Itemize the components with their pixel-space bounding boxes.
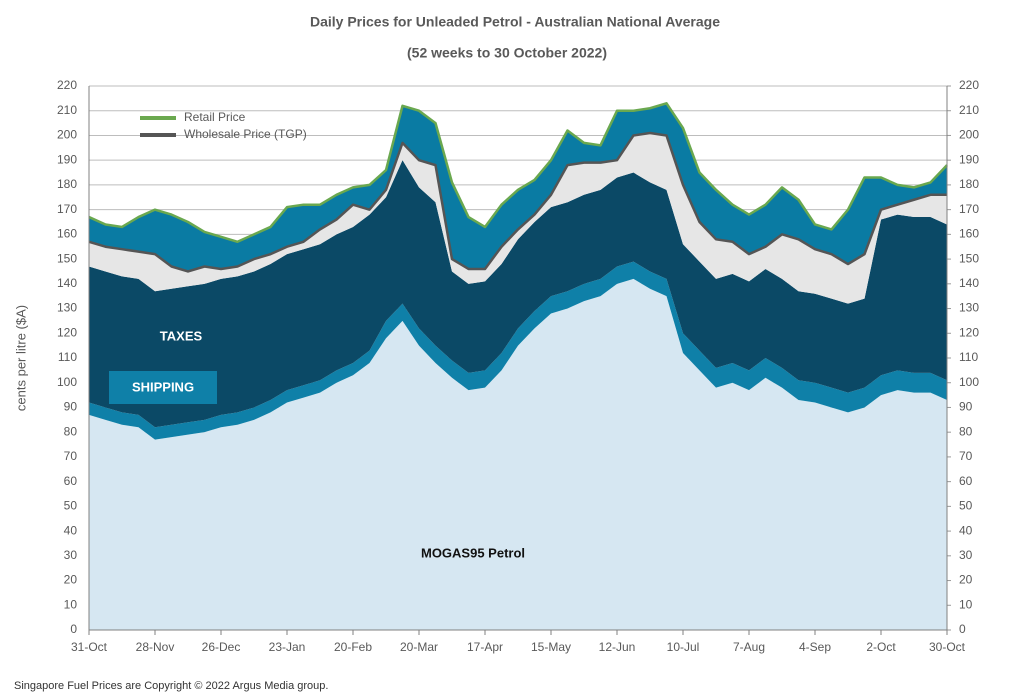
- y2-tick-label: 200: [959, 128, 979, 142]
- x-tick-label: 20-Feb: [334, 640, 372, 654]
- y-tick-label: 90: [64, 400, 78, 414]
- y-tick-label: 130: [57, 301, 77, 315]
- y-tick-label: 160: [57, 227, 77, 241]
- y2-tick-label: 80: [959, 424, 973, 438]
- y2-tick-label: 30: [959, 548, 973, 562]
- y-tick-label: 30: [64, 548, 78, 562]
- y-tick-label: 70: [64, 449, 78, 463]
- y-tick-label: 190: [57, 152, 77, 166]
- y2-tick-label: 50: [959, 499, 973, 513]
- x-tick-label: 20-Mar: [400, 640, 438, 654]
- y-tick-label: 110: [58, 350, 77, 364]
- y-tick-label: 80: [64, 424, 78, 438]
- y-tick-label: 100: [57, 375, 77, 389]
- y2-tick-label: 40: [959, 523, 973, 537]
- x-tick-label: 15-May: [531, 640, 571, 654]
- y-axis-label: cents per litre ($A): [13, 305, 28, 411]
- y-tick-label: 60: [64, 474, 78, 488]
- y-tick-label: 20: [64, 573, 78, 587]
- y2-tick-label: 20: [959, 573, 973, 587]
- label-box: [109, 371, 217, 404]
- y-tick-label: 170: [57, 202, 77, 216]
- y2-tick-label: 180: [959, 177, 979, 191]
- x-tick-label: 12-Jun: [599, 640, 636, 654]
- y-tick-label: 10: [64, 597, 78, 611]
- y2-tick-label: 10: [959, 597, 973, 611]
- chart-title: Daily Prices for Unleaded Petrol - Austr…: [310, 14, 720, 30]
- y-tick-label: 150: [57, 251, 77, 265]
- y-tick-label: 0: [70, 622, 77, 636]
- y2-tick-label: 160: [959, 227, 979, 241]
- y2-tick-label: 90: [959, 400, 973, 414]
- y-tick-label: 180: [57, 177, 77, 191]
- y2-tick-label: 70: [959, 449, 973, 463]
- y2-tick-label: 210: [959, 103, 979, 117]
- x-tick-label: 4-Sep: [799, 640, 831, 654]
- x-tick-label: 28-Nov: [136, 640, 175, 654]
- y-tick-label: 50: [64, 499, 78, 513]
- y2-tick-label: 150: [959, 251, 979, 265]
- y-tick-label: 140: [57, 276, 77, 290]
- area: [89, 261, 947, 440]
- footer: Singapore Fuel Prices are Copyright © 20…: [14, 680, 328, 692]
- price-line: [88, 131, 947, 273]
- area-label: SHIPPING: [132, 379, 194, 394]
- area-label: MOGAS95 Petrol: [421, 545, 525, 560]
- y-tick-label: 40: [64, 523, 78, 537]
- x-tick-label: 10-Jul: [667, 640, 700, 654]
- x-tick-label: 23-Jan: [269, 640, 306, 654]
- chart-subtitle: (52 weeks to 30 October 2022): [407, 45, 607, 61]
- margin-area: [89, 132, 947, 304]
- y2-tick-label: 170: [959, 202, 979, 216]
- y-tick-label: 220: [57, 78, 77, 92]
- y2-tick-label: 190: [959, 152, 979, 166]
- price-line: [88, 102, 948, 244]
- x-tick-label: 26-Dec: [202, 640, 241, 654]
- margin-area: [89, 103, 947, 272]
- x-tick-label: 30-Oct: [929, 640, 966, 654]
- y2-tick-label: 220: [959, 78, 979, 92]
- legend-label: Retail Price: [184, 110, 246, 124]
- area: [89, 160, 947, 428]
- y2-tick-label: 110: [959, 350, 978, 364]
- y2-tick-label: 0: [959, 622, 966, 636]
- y2-tick-label: 120: [959, 325, 979, 339]
- x-tick-label: 31-Oct: [71, 640, 108, 654]
- y2-tick-label: 140: [959, 276, 979, 290]
- x-tick-label: 7-Aug: [733, 640, 765, 654]
- area-label: TAXES: [160, 328, 203, 343]
- x-tick-label: 2-Oct: [866, 640, 896, 654]
- y2-tick-label: 100: [959, 375, 979, 389]
- x-tick-label: 17-Apr: [467, 640, 503, 654]
- y-tick-label: 210: [57, 103, 77, 117]
- area: [89, 278, 947, 630]
- legend-label: Wholesale Price (TGP): [184, 127, 307, 141]
- y-tick-label: 120: [57, 325, 77, 339]
- y2-tick-label: 130: [959, 301, 979, 315]
- y2-tick-label: 60: [959, 474, 973, 488]
- y-tick-label: 200: [57, 128, 77, 142]
